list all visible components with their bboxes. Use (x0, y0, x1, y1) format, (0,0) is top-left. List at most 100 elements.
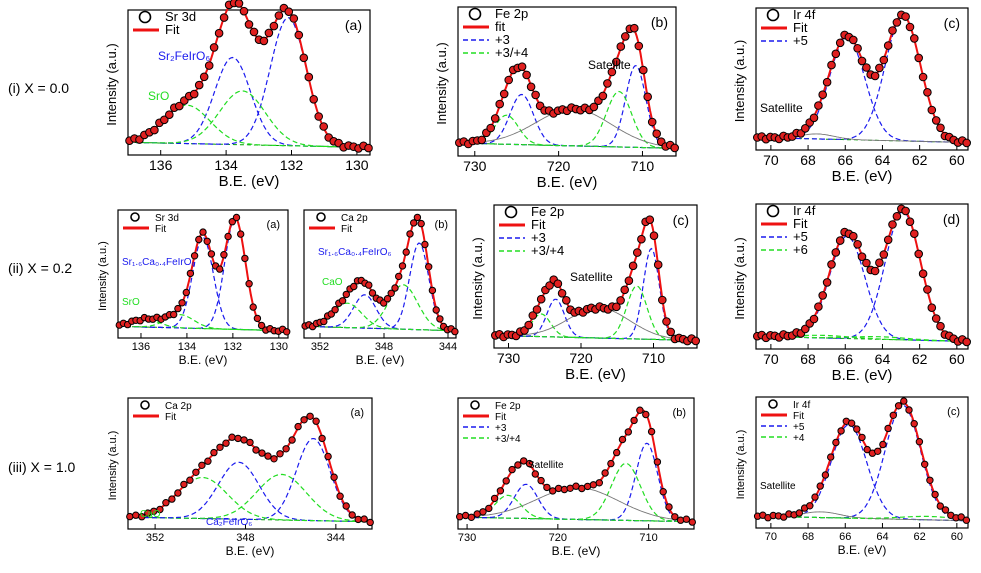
data-point (620, 285, 630, 295)
fit-component-comp3 (303, 294, 456, 332)
x-tick-label: 344 (327, 532, 345, 544)
data-point (827, 260, 836, 269)
data-point (350, 282, 358, 291)
data-point (809, 113, 819, 123)
data-point (914, 53, 924, 63)
annotation: Satellite (570, 270, 613, 284)
data-point (160, 115, 169, 125)
x-tick-label: 730 (458, 532, 476, 544)
plot-frame (755, 7, 969, 151)
data-point (514, 461, 522, 469)
legend-marker (768, 399, 778, 409)
legend-label: Sr 3d (165, 9, 196, 24)
data-point (425, 263, 433, 271)
data-point (150, 125, 159, 135)
data-point (653, 260, 663, 270)
data-point (283, 328, 291, 336)
data-point (874, 447, 882, 455)
annotation: CaO (322, 277, 343, 288)
data-point (918, 269, 928, 279)
data-point (190, 252, 199, 260)
data-point (258, 449, 266, 457)
panel-label: (c) (673, 212, 689, 228)
data-point (849, 35, 858, 45)
data-point (486, 123, 496, 133)
data-point (616, 296, 625, 305)
data-point (670, 143, 680, 153)
data-point (671, 513, 679, 521)
data-point (195, 235, 203, 244)
plot-frame (127, 9, 371, 156)
data-point (612, 302, 621, 312)
x-axis-label: B.E. (eV) (832, 168, 893, 185)
legend-label: +4 (793, 433, 805, 444)
plot-frame (457, 397, 695, 530)
data-point (647, 427, 656, 436)
data-point (853, 44, 862, 53)
legend-label: Fit (793, 411, 804, 422)
legend-label: Fe 2p (495, 6, 528, 21)
annotation: Sr₁.₆Ca₀.₄FeIrO₆ (122, 257, 196, 268)
legend-label: Fit (793, 216, 808, 231)
x-tick-label: 710 (639, 532, 657, 544)
annotation: Ca₂FeIrO₆ (206, 517, 252, 528)
data-point (795, 509, 803, 517)
legend-label: Fit (793, 20, 808, 35)
data-point (126, 512, 134, 521)
data-point (822, 278, 832, 287)
data-point (219, 13, 229, 22)
data-point (391, 284, 399, 292)
data-point (613, 448, 621, 457)
chart-i-sr3d: 136 134 132 130 B.E. (eV) Intensity (a.u.) Sr … (104, 0, 373, 190)
data-point (330, 473, 338, 481)
x-axis-label: B.E. (eV) (226, 544, 275, 558)
data-point (338, 297, 347, 305)
data-point (894, 402, 903, 410)
y-axis-label: Intensity (a.u.) (732, 40, 747, 122)
x-tick-label: 348 (236, 532, 254, 544)
x-tick-label: 68 (800, 351, 816, 367)
data-point (244, 20, 254, 29)
data-point (174, 489, 182, 497)
annotation: SrO (122, 297, 140, 308)
data-point (875, 63, 884, 73)
data-point (162, 499, 170, 507)
legend-label: +3 (495, 32, 510, 47)
data-point (560, 485, 569, 494)
data-point (931, 116, 941, 125)
data-point (589, 102, 599, 112)
data-point (889, 411, 897, 419)
x-tick-label: 60 (949, 351, 965, 367)
data-point (186, 269, 195, 278)
data-point (630, 23, 639, 33)
data-point (936, 123, 945, 133)
data-point (249, 27, 259, 37)
legend-label: Ir 4f (793, 203, 816, 218)
data-point (931, 314, 941, 323)
data-point (319, 122, 329, 131)
data-point (428, 286, 437, 295)
data-point (490, 494, 499, 503)
x-tick-label: 62 (912, 152, 928, 168)
data-point (479, 508, 487, 516)
data-point (168, 495, 176, 503)
row-label-ii: (ii) X = 0.2 (8, 260, 73, 276)
legend-label: Ca 2p (341, 213, 368, 224)
data-point (532, 305, 542, 314)
x-tick-label: 134 (178, 341, 196, 353)
data-point (647, 117, 657, 127)
data-point (814, 101, 823, 110)
data-point (387, 289, 395, 297)
x-tick-label: 64 (876, 531, 888, 543)
data-point (637, 234, 646, 244)
data-point (436, 315, 444, 323)
data-point (199, 228, 207, 236)
data-point (406, 230, 414, 238)
x-axis-label: B.E. (eV) (219, 173, 280, 190)
legend-label: Fit (165, 22, 180, 37)
data-point (645, 215, 655, 224)
legend-label: Fe 2p (531, 204, 564, 219)
y-axis-label: Intensity (a.u.) (434, 42, 449, 124)
data-point (410, 219, 418, 227)
data-point (525, 459, 534, 468)
